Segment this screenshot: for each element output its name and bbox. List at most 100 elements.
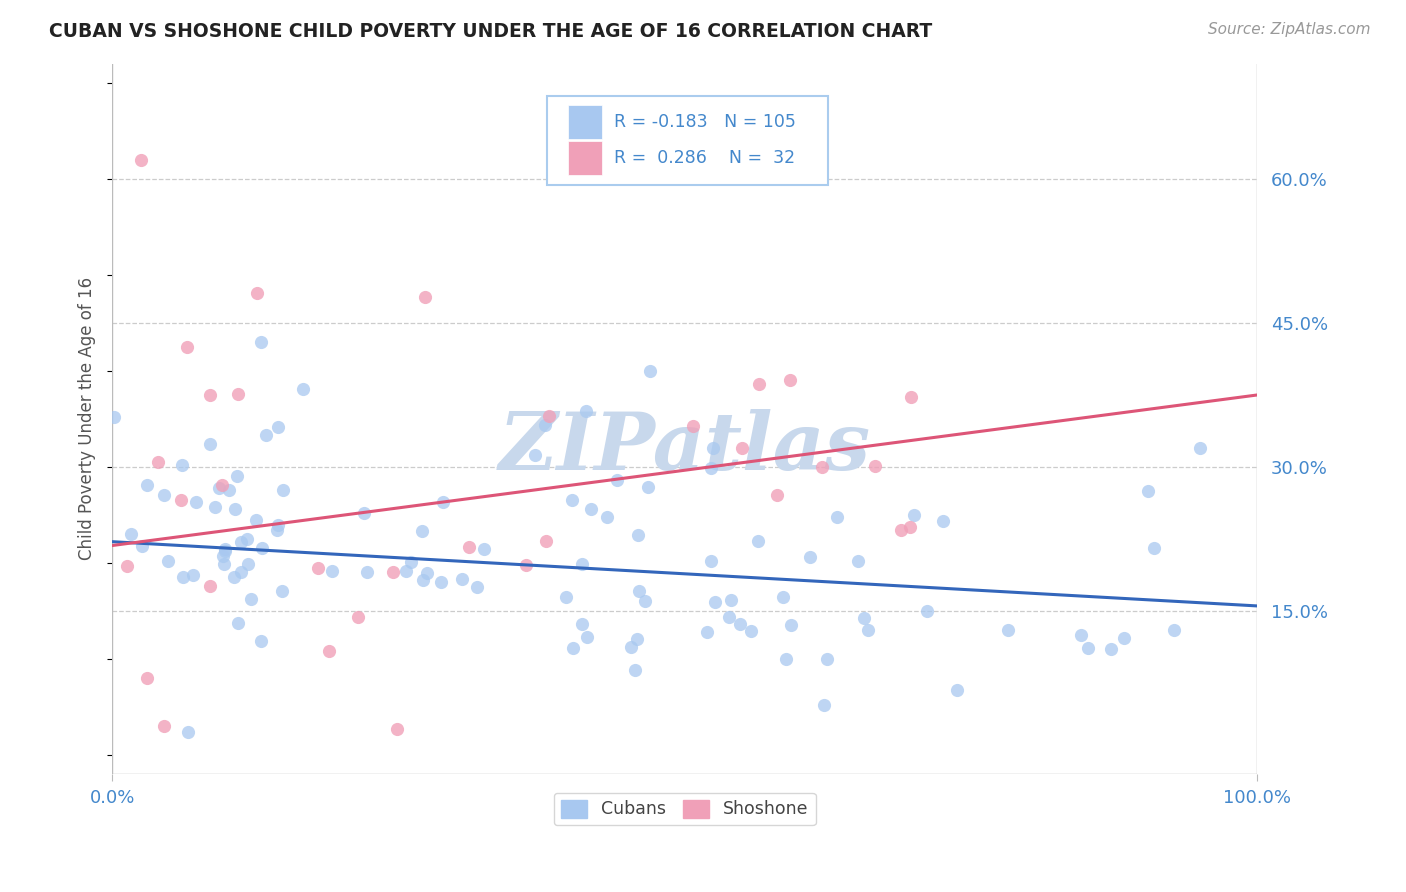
- Point: [571, 617, 593, 632]
- Point: [170, 493, 193, 508]
- Point: [224, 570, 246, 584]
- Point: [1136, 483, 1159, 498]
- Point: [815, 652, 838, 666]
- Point: [813, 698, 835, 712]
- Point: [748, 377, 770, 392]
- Point: [208, 481, 231, 495]
- Point: [250, 541, 273, 556]
- Point: [825, 509, 848, 524]
- Point: [740, 624, 762, 638]
- Point: [395, 564, 418, 578]
- Point: [747, 533, 769, 548]
- Point: [181, 567, 204, 582]
- Point: [271, 584, 294, 599]
- Point: [903, 508, 925, 522]
- Point: [627, 583, 650, 598]
- Point: [381, 565, 404, 579]
- Point: [214, 557, 236, 571]
- Point: [254, 427, 277, 442]
- Point: [624, 663, 647, 677]
- Point: [236, 558, 259, 572]
- Point: [429, 575, 451, 590]
- Point: [1112, 631, 1135, 645]
- Point: [946, 683, 969, 698]
- Point: [177, 724, 200, 739]
- Point: [115, 558, 138, 573]
- Point: [266, 523, 288, 537]
- Point: [214, 543, 236, 558]
- Point: [245, 285, 267, 300]
- Point: [626, 632, 648, 647]
- Point: [131, 539, 153, 553]
- Text: ZIPatlas: ZIPatlas: [499, 409, 870, 486]
- Point: [537, 409, 560, 423]
- Text: R =  0.286    N =  32: R = 0.286 N = 32: [614, 149, 794, 168]
- Point: [853, 611, 876, 625]
- Point: [576, 630, 599, 644]
- Point: [198, 436, 221, 450]
- Point: [472, 542, 495, 557]
- Point: [1163, 623, 1185, 637]
- FancyBboxPatch shape: [547, 96, 828, 185]
- Point: [412, 573, 434, 587]
- Point: [103, 410, 125, 425]
- Text: R = -0.183   N = 105: R = -0.183 N = 105: [614, 113, 796, 131]
- Point: [536, 533, 558, 548]
- Y-axis label: Child Poverty Under the Age of 16: Child Poverty Under the Age of 16: [79, 277, 96, 560]
- Point: [932, 515, 955, 529]
- Point: [229, 565, 252, 579]
- Point: [271, 483, 294, 497]
- Point: [465, 580, 488, 594]
- Point: [772, 590, 794, 604]
- Point: [356, 565, 378, 579]
- Text: Source: ZipAtlas.com: Source: ZipAtlas.com: [1208, 22, 1371, 37]
- Point: [129, 153, 152, 167]
- Point: [627, 528, 650, 542]
- Point: [152, 719, 174, 733]
- Legend: Cubans, Shoshone: Cubans, Shoshone: [554, 793, 815, 825]
- Point: [411, 524, 433, 538]
- Point: [900, 519, 922, 533]
- Point: [799, 549, 821, 564]
- Point: [245, 513, 267, 527]
- Point: [700, 554, 723, 568]
- Point: [634, 594, 657, 608]
- Point: [571, 557, 593, 571]
- Point: [457, 540, 479, 554]
- Point: [250, 634, 273, 648]
- Point: [515, 558, 537, 572]
- Point: [135, 671, 157, 685]
- Point: [606, 474, 628, 488]
- Point: [720, 593, 742, 607]
- Point: [900, 390, 922, 404]
- Point: [157, 554, 180, 568]
- Point: [224, 501, 246, 516]
- Point: [700, 461, 723, 475]
- FancyBboxPatch shape: [568, 105, 602, 139]
- Point: [240, 591, 263, 606]
- Point: [728, 616, 751, 631]
- Point: [775, 652, 797, 666]
- Point: [267, 517, 290, 532]
- Point: [533, 418, 555, 433]
- Point: [704, 595, 727, 609]
- Point: [146, 455, 169, 469]
- Point: [779, 373, 801, 387]
- Point: [917, 604, 939, 618]
- Point: [152, 488, 174, 502]
- Point: [353, 506, 375, 520]
- Point: [172, 458, 194, 472]
- Point: [890, 523, 912, 537]
- Point: [347, 610, 370, 624]
- Point: [1077, 641, 1099, 656]
- Point: [399, 555, 422, 569]
- Point: [620, 640, 643, 654]
- Point: [432, 495, 454, 509]
- Point: [682, 419, 704, 434]
- Point: [702, 441, 724, 455]
- Point: [451, 572, 474, 586]
- Point: [596, 510, 619, 524]
- Point: [250, 335, 273, 350]
- Point: [198, 388, 221, 402]
- Point: [718, 610, 741, 624]
